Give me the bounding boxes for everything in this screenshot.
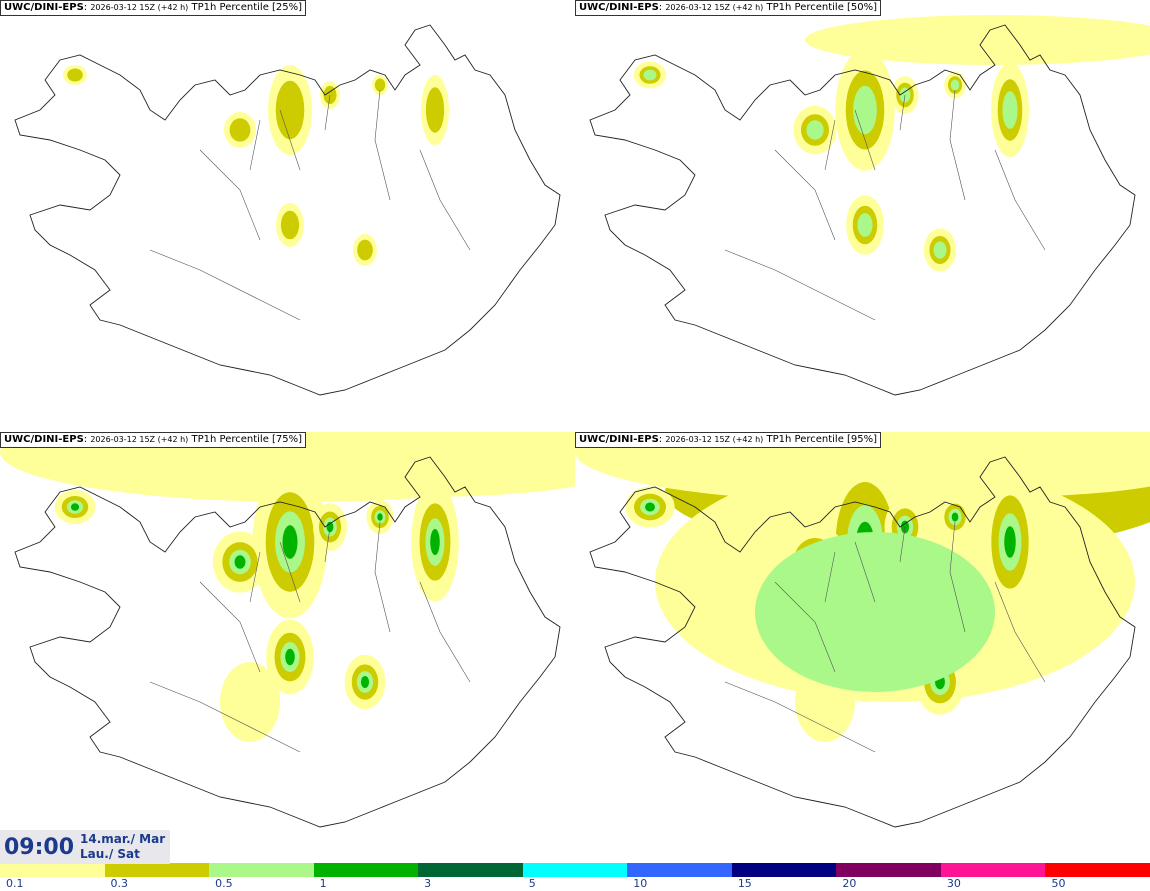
colorbar-tick-label: 5: [528, 877, 536, 890]
precip-area: [900, 520, 910, 534]
colorbar-segment: [627, 863, 732, 877]
precip-area: [1004, 526, 1016, 558]
colorbar-segment: [104, 863, 210, 877]
precip-area: [645, 502, 655, 512]
field-label: TP1h Percentile [25%]: [191, 2, 303, 13]
run-time: 2026-03-12 15Z (+42 h): [665, 3, 764, 12]
precip-area: [229, 118, 251, 142]
colorbar-tick-label: 3: [424, 877, 432, 890]
colorbar-segment: [836, 863, 941, 877]
iceland-map: [0, 432, 575, 828]
precip-area: [70, 503, 80, 511]
precip-area: [374, 78, 386, 92]
precip-area: [282, 525, 298, 559]
colorbar-tick-label: 1: [319, 877, 327, 890]
coastline: [14, 24, 561, 396]
precip-area: [755, 532, 995, 692]
field-label: TP1h Percentile [75%]: [191, 434, 303, 445]
precip-area: [360, 676, 370, 688]
valid-weekday: Lau./ Sat: [80, 847, 140, 861]
precipitation-colorbar: [0, 863, 1150, 877]
colorbar-segment: [940, 863, 1046, 877]
colorbar-segment: [418, 863, 523, 877]
model-name: UWC/DINI-EPS: [579, 434, 659, 445]
panel-title: UWC/DINI-EPS: 2026-03-12 15Z (+42 h) TP1…: [575, 0, 882, 16]
coastline: [589, 456, 1136, 828]
model-name: UWC/DINI-EPS: [579, 2, 659, 13]
run-time: 2026-03-12 15Z (+42 h): [665, 435, 764, 444]
colorbar-segment: [313, 863, 419, 877]
run-time: 2026-03-12 15Z (+42 h): [90, 435, 189, 444]
colorbar-tick-label: 0.1: [6, 877, 24, 890]
run-time: 2026-03-12 15Z (+42 h): [90, 3, 189, 12]
precip-area: [275, 80, 305, 140]
precip-area: [805, 15, 1150, 65]
precip-area: [357, 239, 373, 261]
model-name: UWC/DINI-EPS: [4, 2, 84, 13]
precip-area: [1002, 91, 1018, 129]
valid-time: 09:00: [4, 835, 75, 860]
colorbar-tick-label: 50: [1051, 877, 1066, 890]
coastline: [14, 456, 561, 828]
field-label: TP1h Percentile [95%]: [766, 434, 878, 445]
map-panel-1: UWC/DINI-EPS: 2026-03-12 15Z (+42 h) TP1…: [0, 0, 575, 432]
colorbar-segment: [0, 863, 105, 877]
colorbar-segment: [731, 863, 837, 877]
precip-area: [280, 210, 300, 240]
precip-area: [643, 69, 657, 81]
colorbar-segment: [1045, 863, 1150, 877]
precip-area: [430, 528, 440, 556]
map-panel-3: UWC/DINI-EPS: 2026-03-12 15Z (+42 h) TP1…: [0, 432, 575, 864]
precip-area: [285, 648, 295, 666]
panel-title: UWC/DINI-EPS: 2026-03-12 15Z (+42 h) TP1…: [0, 432, 307, 448]
precip-area: [933, 241, 947, 259]
precip-area: [806, 120, 824, 140]
region-borders: [724, 521, 1046, 753]
coastline: [589, 24, 1136, 396]
iceland-map: [589, 15, 1150, 396]
precip-area: [230, 447, 575, 497]
region-borders: [149, 521, 471, 753]
colorbar-tick-label: 30: [946, 877, 961, 890]
iceland-map: [14, 24, 561, 396]
precip-area: [853, 85, 877, 135]
map-panel-2: UWC/DINI-EPS: 2026-03-12 15Z (+42 h) TP1…: [575, 0, 1150, 432]
valid-time-box: 09:00 14.mar./ Mar Lau./ Sat: [0, 830, 170, 864]
panel-title: UWC/DINI-EPS: 2026-03-12 15Z (+42 h) TP1…: [0, 0, 307, 16]
colorbar-tick-label: 0.3: [110, 877, 129, 890]
iceland-map: [575, 432, 1150, 828]
map-panel-4: UWC/DINI-EPS: 2026-03-12 15Z (+42 h) TP1…: [575, 432, 1150, 864]
precip-area: [425, 87, 445, 133]
colorbar-ticks: 0.1 0.3 0.5 1 3 5 10 15 20 30 50: [0, 877, 1150, 891]
colorbar-segment: [209, 863, 314, 877]
region-borders: [724, 89, 1046, 321]
colorbar-tick-label: 10: [633, 877, 648, 890]
colorbar-tick-label: 0.5: [215, 877, 233, 890]
model-name: UWC/DINI-EPS: [4, 434, 84, 445]
colorbar-segment: [522, 863, 628, 877]
precip-area: [234, 555, 246, 569]
precip-area: [950, 79, 960, 91]
precip-area: [857, 213, 873, 237]
panel-title: UWC/DINI-EPS: 2026-03-12 15Z (+42 h) TP1…: [575, 432, 882, 448]
field-label: TP1h Percentile [50%]: [766, 2, 878, 13]
precip-area: [220, 662, 280, 742]
colorbar-tick-label: 15: [737, 877, 752, 890]
precip-area: [951, 512, 959, 522]
colorbar-tick-label: 20: [842, 877, 857, 890]
valid-date: 14.mar./ Mar: [80, 832, 166, 846]
region-borders: [149, 89, 471, 321]
precip-area: [377, 513, 383, 521]
precip-area: [67, 68, 83, 82]
